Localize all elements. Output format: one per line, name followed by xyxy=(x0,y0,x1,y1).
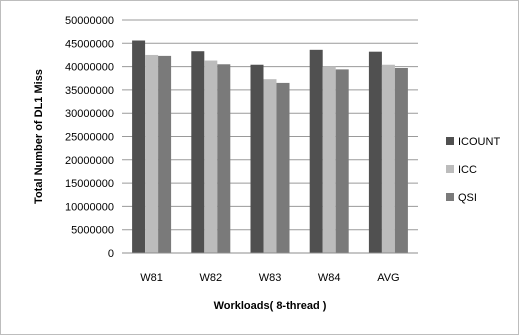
x-tick-label: W81 xyxy=(140,272,163,284)
y-tick-label: 50000000 xyxy=(65,15,114,27)
bar-icount-w81 xyxy=(132,40,146,254)
y-tick-label: 40000000 xyxy=(65,62,114,74)
bar-qsi-w84 xyxy=(335,69,349,253)
y-tick-label: 0 xyxy=(108,248,114,260)
bar-icc-w81 xyxy=(145,54,159,254)
bar-icount-w83 xyxy=(250,64,264,254)
bar-qsi-w83 xyxy=(276,82,290,253)
y-tick-label: 5000000 xyxy=(71,225,114,237)
bar-icc-w84 xyxy=(322,66,336,253)
y-tick-label: 45000000 xyxy=(65,38,114,50)
bar-icount-w84 xyxy=(309,49,323,253)
y-tick-label: 15000000 xyxy=(65,178,114,190)
y-tick-label: 35000000 xyxy=(65,85,114,97)
x-tick-label: AVG xyxy=(377,272,399,284)
bar-qsi-w82 xyxy=(217,64,231,254)
legend-label-icount: ICOUNT xyxy=(458,136,500,148)
x-axis-title: Workloads( 8-thread ) xyxy=(214,300,327,312)
x-tick-label: W83 xyxy=(259,272,282,284)
y-tick-label: 10000000 xyxy=(65,201,114,213)
y-tick-labels: 0 5000000 10000000 15000000 20000000 25000000… xyxy=(65,15,114,260)
x-tick-label: W82 xyxy=(199,272,222,284)
bars xyxy=(132,40,408,254)
y-tick-label: 20000000 xyxy=(65,155,114,167)
legend-label-qsi: QSI xyxy=(458,192,477,204)
legend-swatch-qsi xyxy=(446,193,454,201)
bar-qsi-avg xyxy=(394,67,408,253)
y-tick-label: 25000000 xyxy=(65,132,114,144)
bar-icc-avg xyxy=(381,64,395,254)
y-axis-title: Total Number of DL1 Miss xyxy=(33,69,45,204)
legend-swatch-icc xyxy=(446,165,454,173)
legend-swatch-icount xyxy=(446,137,454,145)
legend: ICOUNT ICC QSI xyxy=(446,136,500,204)
x-tick-label: W84 xyxy=(318,272,341,284)
bar-qsi-w81 xyxy=(158,55,172,253)
legend-label-icc: ICC xyxy=(458,164,477,176)
bar-icount-w82 xyxy=(191,51,205,253)
bar-icount-avg xyxy=(368,51,382,253)
bar-icc-w83 xyxy=(263,79,277,253)
bar-icc-w82 xyxy=(204,60,218,254)
x-tick-labels: W81 W82 W83 W84 AVG xyxy=(140,272,399,284)
y-tick-label: 30000000 xyxy=(65,108,114,120)
